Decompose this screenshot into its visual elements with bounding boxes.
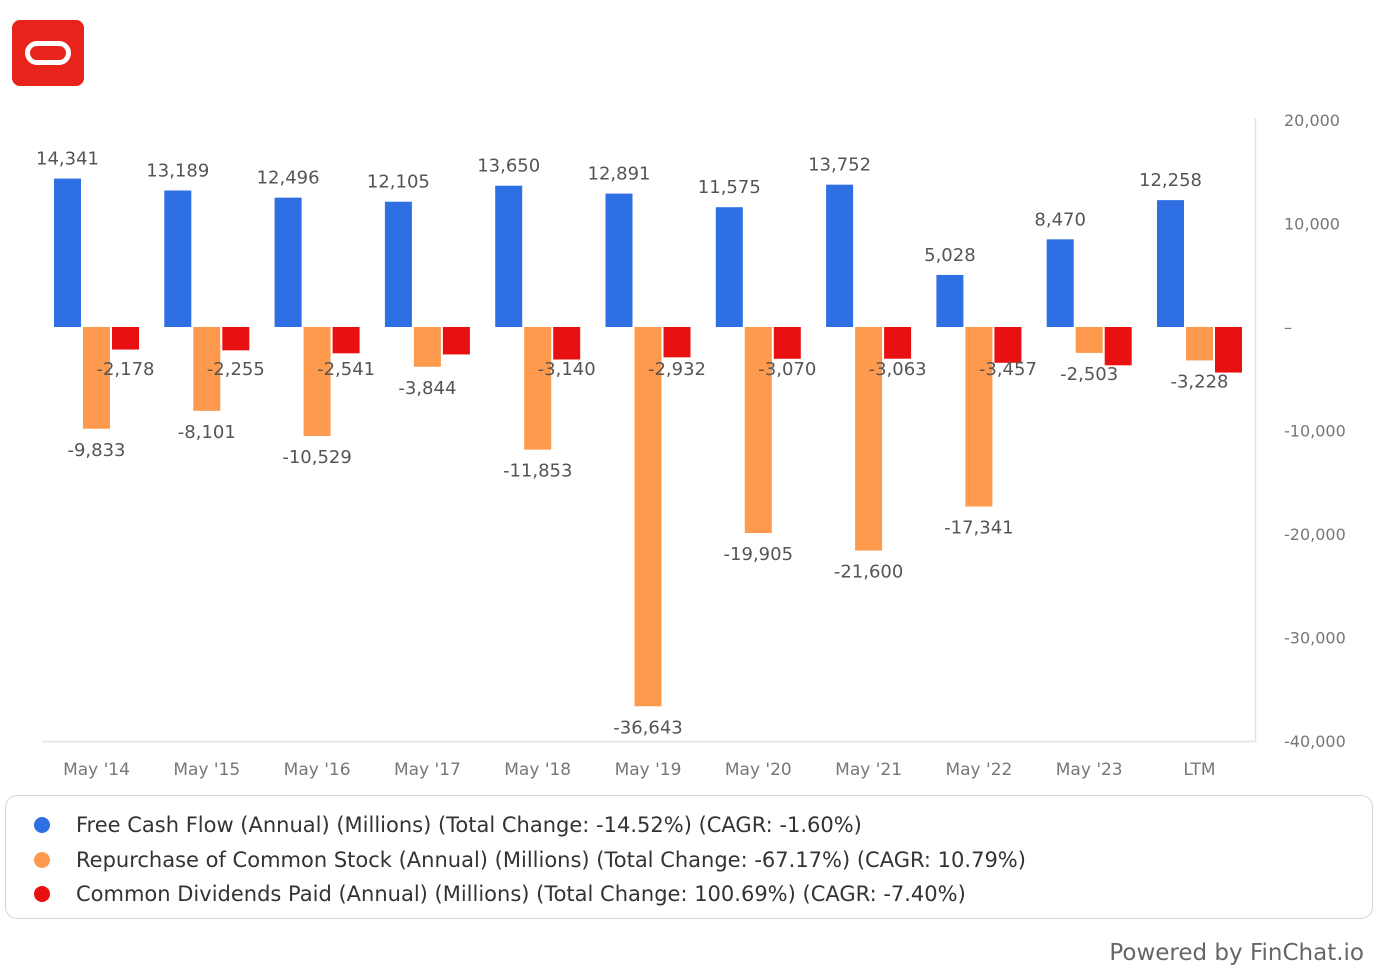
bar-dividends [112,327,139,350]
y-tick-label: -20,000 [1284,525,1346,544]
data-label-dividends: -2,255 [207,359,265,380]
bar-repurchase [634,327,662,707]
data-label-free-cash-flow: 12,891 [588,164,651,185]
data-label-free-cash-flow: 11,575 [698,177,761,198]
data-label-free-cash-flow: 13,189 [146,160,209,181]
data-label-free-cash-flow: 13,650 [477,156,540,177]
bar-free-cash-flow [605,193,633,327]
bar-free-cash-flow [495,185,523,327]
data-label-repurchase: -17,341 [944,517,1013,538]
data-label-repurchase: -8,101 [178,422,236,443]
data-label-repurchase: -36,643 [613,717,682,738]
bar-free-cash-flow [1157,200,1184,327]
bar-repurchase [524,327,552,450]
bar-repurchase [1186,327,1213,361]
y-tick-label: 10,000 [1284,215,1340,234]
bar-free-cash-flow [936,274,964,327]
legend-item-free-cash-flow: Free Cash Flow (Annual) (Millions) (Tota… [34,810,862,840]
legend-dot-dividends [34,886,50,902]
data-label-free-cash-flow: 12,105 [367,172,430,193]
bar-repurchase [413,327,441,367]
data-label-repurchase: -9,833 [67,440,125,461]
data-label-dividends: -2,541 [317,359,375,380]
bar-dividends [222,327,250,351]
data-label-dividends: -2,178 [96,359,154,380]
data-label-repurchase: -3,228 [1170,371,1228,392]
legend-dot-repurchase [34,852,50,868]
bar-free-cash-flow [274,197,302,327]
oracle-logo-icon [12,20,84,86]
data-label-dividends: -3,140 [538,359,596,380]
bar-dividends [773,327,801,359]
legend-item-dividends: Common Dividends Paid (Annual) (Millions… [34,879,966,909]
x-tick-label: May '16 [284,760,351,780]
legend-label-repurchase: Repurchase of Common Stock (Annual) (Mil… [76,848,1026,872]
data-label-free-cash-flow: 12,258 [1139,170,1202,191]
data-label-repurchase: -11,853 [503,461,572,482]
x-tick-label: May '18 [504,760,571,780]
data-label-free-cash-flow: 13,752 [808,155,871,176]
y-tick-label: -40,000 [1284,732,1346,751]
legend-dot-free-cash-flow [34,817,50,833]
bar-dividends [332,327,360,354]
y-tick-label: -30,000 [1284,629,1346,648]
x-tick-label: May '17 [394,760,461,780]
bar-repurchase [855,327,883,551]
bar-repurchase [965,327,993,507]
data-label-dividends: -3,457 [979,359,1037,380]
data-label-repurchase: -3,844 [398,378,456,399]
bar-free-cash-flow [164,190,192,327]
data-label-dividends: -2,932 [648,359,706,380]
data-label-repurchase: -21,600 [834,562,903,583]
powered-by-footer: Powered by FinChat.io [1109,940,1364,966]
bar-free-cash-flow [826,184,854,327]
bar-repurchase [744,327,772,534]
x-tick-label: May '22 [945,760,1012,780]
bar-repurchase [83,327,110,429]
bar-repurchase [303,327,331,436]
data-label-dividends: -3,070 [758,359,816,380]
data-label-free-cash-flow: 14,341 [36,149,99,170]
x-tick-label: May '21 [835,760,902,780]
bar-dividends [884,327,912,359]
x-tick-label: May '20 [725,760,792,780]
logo-ring [25,41,71,65]
chart-legend: Free Cash Flow (Annual) (Millions) (Tota… [5,795,1373,919]
bar-dividends [1104,327,1132,366]
bar-free-cash-flow [1046,239,1074,327]
bar-dividends [663,327,691,358]
data-label-repurchase: -19,905 [724,544,793,565]
legend-item-repurchase: Repurchase of Common Stock (Annual) (Mil… [34,845,1026,875]
data-label-repurchase: -2,503 [1060,364,1118,385]
x-tick-label: May '15 [173,760,240,780]
bar-repurchase [1075,327,1103,353]
bar-chart: 20,000 10,000 – -10,000 -20,000 -30,000 -40,00… [36,111,1346,780]
bar-free-cash-flow [384,201,412,327]
y-tick-label: 20,000 [1284,111,1340,130]
bar-repurchase [193,327,221,411]
bar-free-cash-flow [715,207,743,327]
x-tick-label: LTM [1183,760,1215,780]
data-label-free-cash-flow: 8,470 [1034,209,1086,230]
y-tick-label: -10,000 [1284,422,1346,441]
bar-dividends [1215,327,1242,373]
bar-dividends [553,327,581,360]
bar-dividends [442,327,470,355]
x-tick-label: May '14 [63,760,130,780]
legend-label-free-cash-flow: Free Cash Flow (Annual) (Millions) (Tota… [76,813,862,837]
data-label-dividends: -3,063 [869,359,927,380]
x-tick-label: May '19 [615,760,682,780]
data-label-free-cash-flow: 12,496 [257,168,320,189]
bar-free-cash-flow [54,178,81,327]
bar-dividends [994,327,1022,363]
x-tick-label: May '23 [1056,760,1123,780]
legend-label-dividends: Common Dividends Paid (Annual) (Millions… [76,882,966,906]
data-label-free-cash-flow: 5,028 [924,245,976,266]
y-tick-label: – [1284,318,1292,337]
data-label-repurchase: -10,529 [282,447,351,468]
